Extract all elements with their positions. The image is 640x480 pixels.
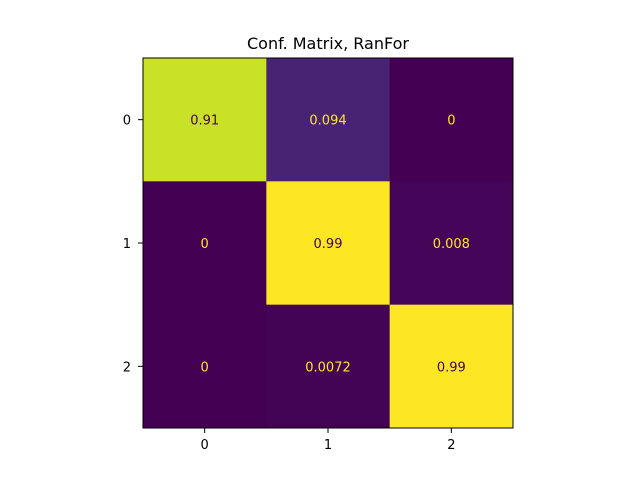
cell-value-label-r1-c2: 0.008	[433, 237, 470, 252]
heatmap-cell-r0-c2	[389, 58, 514, 182]
heatmap-cell-r2-c0	[143, 304, 267, 429]
heatmap-cell-r0-c0	[143, 58, 267, 182]
x-tick-label-1: 1	[324, 438, 332, 453]
heatmap-value-labels: 0.91 0.094 0 0 0.99 0.008 0 0.0072 0.99	[190, 114, 470, 376]
x-tick-label-2: 2	[447, 438, 455, 453]
chart-title: Conf. Matrix, RanFor	[247, 34, 409, 53]
cell-value-label-r0-c2: 0	[447, 114, 455, 129]
heatmap-cell-r1-c0	[143, 181, 267, 306]
cell-value-label-r0-c0: 0.91	[190, 114, 219, 129]
y-tick-label-1: 1	[123, 237, 131, 252]
heatmap-cell-r2-c1	[266, 304, 391, 429]
y-tick-label-2: 2	[123, 360, 131, 375]
cell-value-label-r1-c0: 0	[201, 237, 209, 252]
cell-value-label-r0-c1: 0.094	[309, 114, 346, 129]
heatmap-cell-r1-c1	[266, 181, 391, 306]
cell-value-label-r2-c2: 0.99	[437, 360, 466, 375]
cell-value-label-r2-c0: 0	[201, 360, 209, 375]
heatmap-cell-r1-c2	[389, 181, 514, 306]
heatmap-cells	[143, 58, 514, 429]
cell-value-label-r1-c1: 0.99	[314, 237, 343, 252]
y-axis: 0 1 2	[123, 114, 143, 375]
heatmap-cell-r0-c1	[266, 58, 391, 182]
cell-value-label-r2-c1: 0.0072	[305, 360, 351, 375]
y-tick-label-0: 0	[123, 114, 131, 129]
heatmap-cell-r2-c2	[389, 304, 514, 429]
x-axis: 0 1 2	[201, 428, 455, 453]
x-tick-label-0: 0	[201, 438, 209, 453]
